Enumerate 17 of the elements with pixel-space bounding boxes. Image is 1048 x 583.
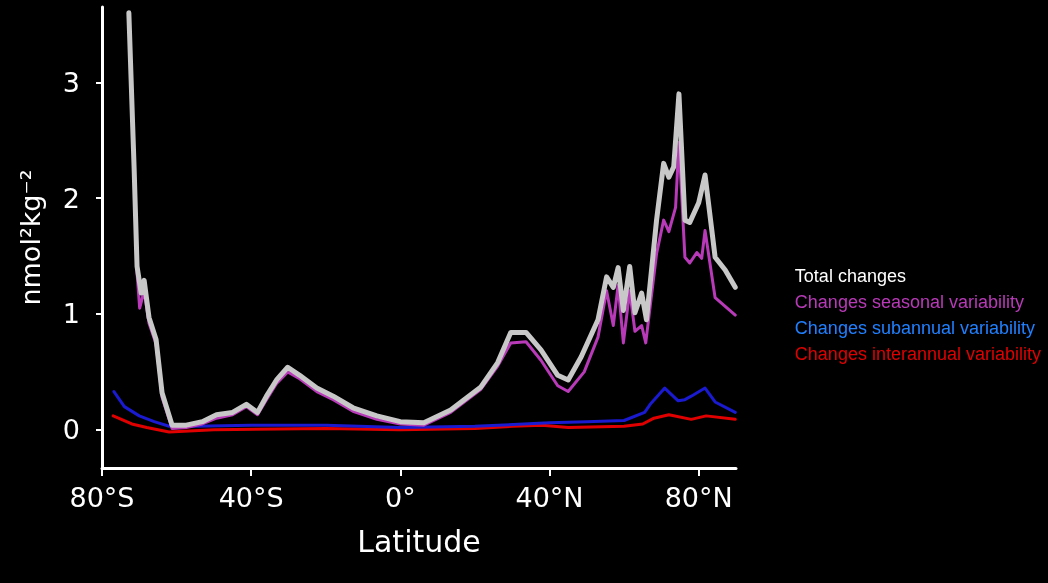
x-tick-label: 80°N [664, 482, 733, 513]
y-tick-label: 0 [62, 414, 80, 446]
x-tick-label: 40°S [218, 482, 284, 513]
text: Changes subannual variability [794, 318, 1036, 338]
y-tick-label: 3 [62, 66, 80, 98]
line-series [112, 386, 737, 429]
x-tick-label: 0° [385, 482, 416, 513]
text: Changes seasonal variability [794, 292, 1024, 312]
text: Total changes [794, 266, 906, 286]
y-tick-label: 1 [62, 298, 80, 330]
x-tick-label: 40°N [515, 482, 584, 513]
y-axis-title: nmol²kg⁻² [15, 169, 46, 306]
x-tick-label: 80°S [69, 482, 135, 513]
line-series [111, 413, 737, 434]
y-tick-label: 2 [62, 182, 80, 214]
x-axis-title: Latitude [357, 523, 481, 559]
text: Changes interannual variability [794, 344, 1042, 364]
